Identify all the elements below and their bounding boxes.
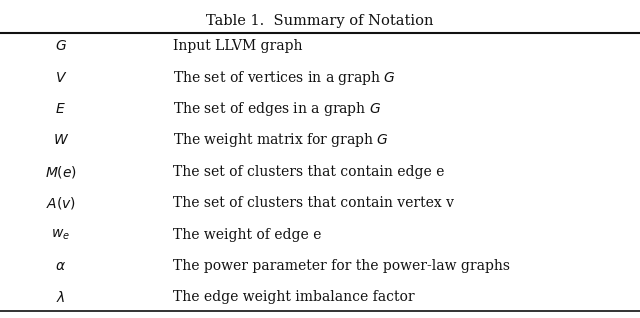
Text: The set of clusters that contain edge e: The set of clusters that contain edge e	[173, 165, 444, 179]
Text: $M(e)$: $M(e)$	[45, 164, 77, 180]
Text: The set of vertices in a graph $G$: The set of vertices in a graph $G$	[173, 68, 396, 86]
Text: The edge weight imbalance factor: The edge weight imbalance factor	[173, 290, 415, 304]
Text: The set of clusters that contain vertex v: The set of clusters that contain vertex …	[173, 196, 454, 210]
Text: The weight matrix for graph $G$: The weight matrix for graph $G$	[173, 131, 389, 149]
Text: $V$: $V$	[54, 71, 67, 85]
Text: Input LLVM graph: Input LLVM graph	[173, 39, 302, 53]
Text: $\alpha$: $\alpha$	[55, 259, 67, 273]
Text: $E$: $E$	[56, 102, 66, 116]
Text: $G$: $G$	[55, 39, 67, 53]
Text: The weight of edge e: The weight of edge e	[173, 227, 321, 242]
Text: $w_e$: $w_e$	[51, 227, 70, 242]
Text: The power parameter for the power-law graphs: The power parameter for the power-law gr…	[173, 259, 510, 273]
Text: $\lambda$: $\lambda$	[56, 290, 65, 305]
Text: $A(v)$: $A(v)$	[46, 195, 76, 211]
Text: The set of edges in a graph $G$: The set of edges in a graph $G$	[173, 100, 381, 118]
Text: Table 1.  Summary of Notation: Table 1. Summary of Notation	[206, 14, 434, 28]
Text: $W$: $W$	[52, 133, 69, 147]
